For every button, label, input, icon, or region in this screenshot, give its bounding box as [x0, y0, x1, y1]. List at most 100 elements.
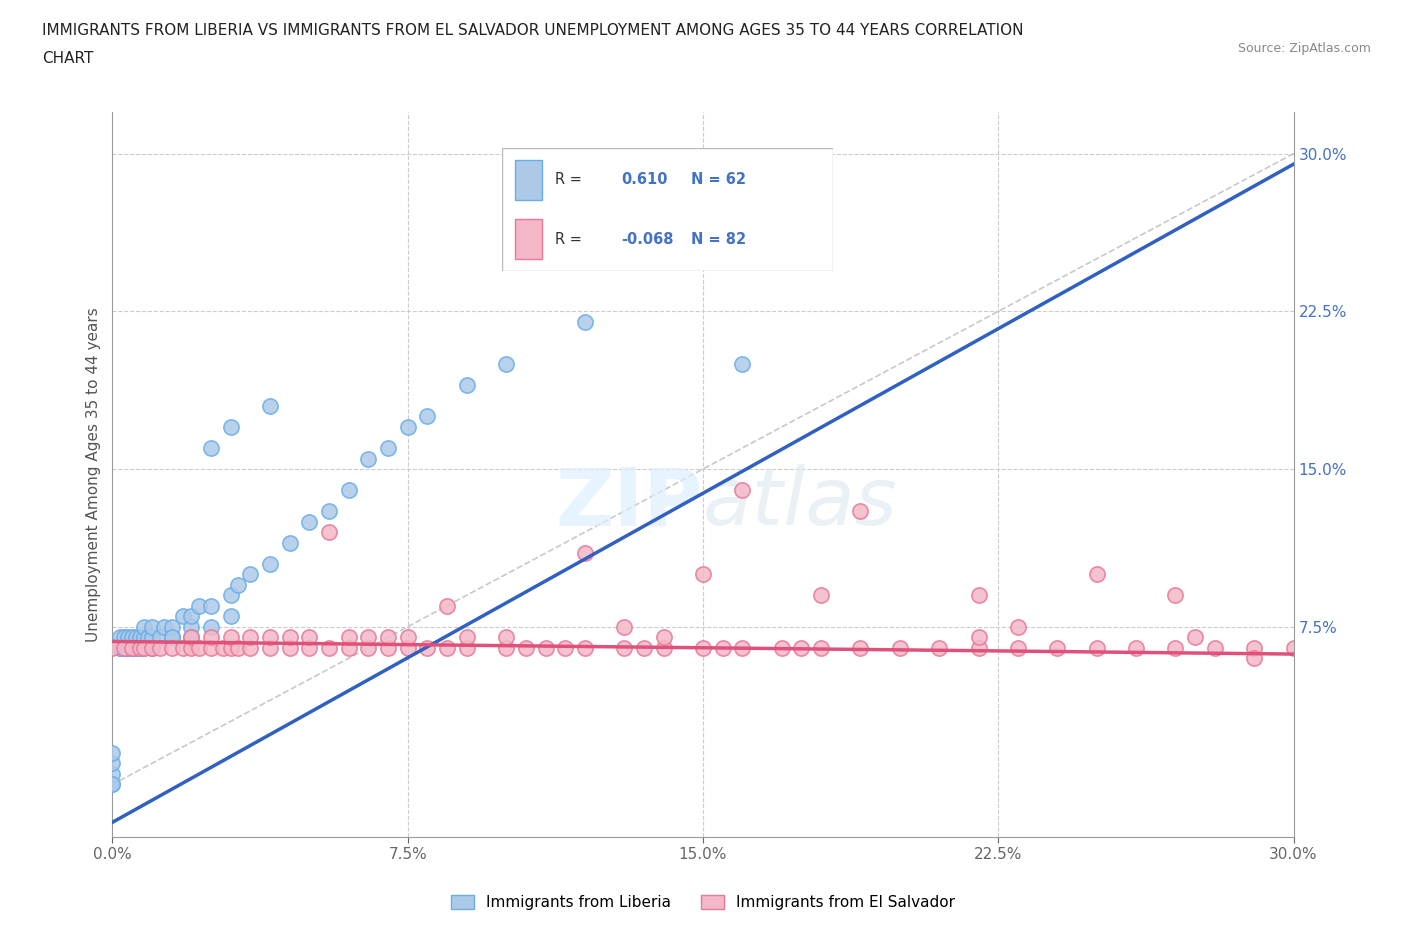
Text: Source: ZipAtlas.com: Source: ZipAtlas.com — [1237, 42, 1371, 55]
Point — [121, 641, 143, 656]
Point — [219, 609, 242, 624]
Point — [1164, 588, 1187, 603]
Point — [129, 641, 152, 656]
Point — [239, 630, 262, 644]
Point — [652, 641, 675, 656]
Point — [318, 641, 340, 656]
Point — [889, 641, 911, 656]
Point — [125, 641, 148, 656]
Point — [377, 441, 399, 456]
Point — [357, 641, 380, 656]
Point — [416, 409, 439, 424]
Point — [298, 514, 321, 529]
Point — [219, 588, 242, 603]
Point — [152, 619, 174, 634]
Point — [259, 641, 281, 656]
Point — [1243, 641, 1265, 656]
Point — [692, 566, 714, 581]
Point — [228, 578, 250, 592]
Point — [1007, 619, 1029, 634]
Point — [495, 630, 517, 644]
Point — [298, 641, 321, 656]
Point — [416, 641, 439, 656]
Point — [211, 641, 233, 656]
Point — [849, 641, 872, 656]
Point — [1125, 641, 1147, 656]
Point — [110, 630, 132, 644]
Point — [239, 566, 262, 581]
Point — [141, 619, 163, 634]
Point — [967, 588, 990, 603]
Point — [172, 641, 194, 656]
Point — [259, 556, 281, 571]
Point — [278, 641, 301, 656]
Point — [112, 630, 135, 644]
Point — [228, 641, 250, 656]
Point — [633, 641, 655, 656]
Point — [396, 419, 419, 434]
Point — [121, 641, 143, 656]
Point — [101, 746, 124, 761]
Point — [132, 619, 155, 634]
Point — [160, 619, 183, 634]
Point — [436, 598, 458, 613]
Point — [180, 630, 202, 644]
Point — [141, 641, 163, 656]
Point — [692, 641, 714, 656]
Point — [790, 641, 813, 656]
Text: IMMIGRANTS FROM LIBERIA VS IMMIGRANTS FROM EL SALVADOR UNEMPLOYMENT AMONG AGES 3: IMMIGRANTS FROM LIBERIA VS IMMIGRANTS FR… — [42, 23, 1024, 38]
Point — [200, 641, 222, 656]
Point — [112, 641, 135, 656]
Point — [1184, 630, 1206, 644]
Point — [180, 630, 202, 644]
Point — [377, 641, 399, 656]
Point — [810, 641, 832, 656]
Point — [188, 598, 211, 613]
Point — [141, 630, 163, 644]
Point — [1007, 641, 1029, 656]
Point — [200, 630, 222, 644]
Point — [132, 630, 155, 644]
Point — [337, 483, 360, 498]
Point — [495, 356, 517, 371]
Point — [180, 641, 202, 656]
Legend: Immigrants from Liberia, Immigrants from El Salvador: Immigrants from Liberia, Immigrants from… — [444, 889, 962, 916]
Point — [101, 777, 124, 791]
Point — [200, 441, 222, 456]
Point — [1204, 641, 1226, 656]
Point — [967, 630, 990, 644]
Point — [121, 641, 143, 656]
Y-axis label: Unemployment Among Ages 35 to 44 years: Unemployment Among Ages 35 to 44 years — [86, 307, 101, 642]
Point — [613, 641, 636, 656]
Point — [849, 504, 872, 519]
Point — [770, 641, 793, 656]
Point — [117, 630, 139, 644]
Point — [711, 641, 734, 656]
Point — [149, 641, 172, 656]
Point — [967, 641, 990, 656]
Point — [149, 630, 172, 644]
Point — [574, 641, 596, 656]
Point — [810, 588, 832, 603]
Point — [396, 630, 419, 644]
Point — [101, 777, 124, 791]
Point — [132, 641, 155, 656]
Point — [219, 419, 242, 434]
Point — [337, 641, 360, 656]
Point — [101, 641, 124, 656]
Point — [200, 619, 222, 634]
Point — [172, 609, 194, 624]
Point — [731, 356, 754, 371]
Point — [125, 630, 148, 644]
Point — [200, 598, 222, 613]
Point — [219, 641, 242, 656]
Point — [117, 641, 139, 656]
Point — [574, 546, 596, 561]
Point — [180, 609, 202, 624]
Point — [180, 619, 202, 634]
Point — [318, 504, 340, 519]
Point — [456, 630, 478, 644]
Point — [259, 399, 281, 414]
Point — [132, 641, 155, 656]
Point — [121, 630, 143, 644]
